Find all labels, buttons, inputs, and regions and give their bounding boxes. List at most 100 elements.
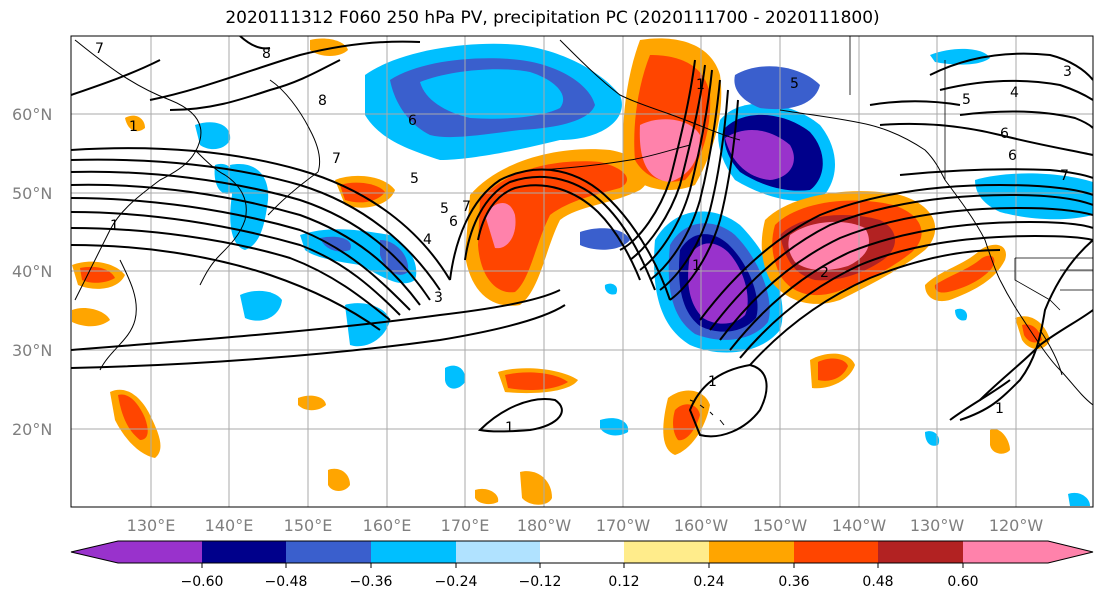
colorbar-tick-label: 0.60 [947, 574, 978, 590]
japan [194, 149, 247, 286]
pv-contours [71, 36, 1093, 438]
contour-label: 1 [129, 119, 138, 135]
contour-label: 6 [1000, 126, 1009, 142]
contour-label: 1 [708, 374, 717, 390]
contour-label: 7 [332, 151, 341, 167]
colorbar-tick-label: 0.24 [693, 574, 724, 590]
colorbar-tick-label: 0.36 [778, 574, 809, 590]
asia-coast-2 [99, 259, 137, 371]
contour-label: 1 [696, 77, 705, 93]
lon-label: 170°E [441, 516, 490, 535]
pos-s6r [934, 255, 995, 293]
neg-gulf-top [734, 66, 820, 110]
pos-w1 [72, 308, 110, 327]
colorbar-segment [202, 541, 286, 563]
neg-s4 [1068, 492, 1090, 506]
contour-label: 5 [790, 76, 799, 92]
lat-label: 60°N [12, 105, 52, 124]
neg-s1 [445, 365, 466, 389]
colorbar-tick-label: −0.24 [435, 574, 478, 590]
contour-label: 3 [1063, 64, 1072, 80]
aleutians [539, 144, 691, 171]
us-coast [999, 279, 1093, 406]
contour-label: 1 [692, 258, 701, 274]
pos-s10 [328, 468, 350, 491]
neg-sw-4 [688, 243, 748, 324]
lon-labels: 130°E 140°E 150°E 160°E 170°E 180°W 170°… [127, 516, 1044, 535]
lat-label: 40°N [12, 262, 52, 281]
contour-label: 7 [95, 41, 104, 57]
contour-label: 5 [410, 171, 419, 187]
contour-label: 5 [962, 92, 971, 108]
lon-label: 140°W [832, 516, 887, 535]
neg-w1 [240, 290, 282, 321]
colorbar-tick-label: −0.36 [350, 574, 393, 590]
pos-central-r [478, 161, 628, 293]
lon-label: 180°W [517, 516, 572, 535]
lon-label: 170°W [596, 516, 651, 535]
pos-j1 [310, 38, 348, 56]
neg-gulf-a3 [725, 129, 794, 180]
colorbar-segment [794, 541, 878, 563]
neg-s5 [955, 308, 968, 321]
pos-central-pink [485, 202, 516, 249]
contour-label: 7 [462, 199, 471, 215]
map-border [70, 35, 1094, 508]
asia-coast [74, 39, 202, 301]
colorbar-segment [963, 541, 1048, 563]
pos-s8 [990, 429, 1010, 454]
contour-label: 5 [440, 201, 449, 217]
colorbar-segment [286, 541, 371, 563]
alaska-coast [559, 39, 741, 141]
pos-j2 [125, 115, 145, 132]
contour-label: 3 [434, 290, 443, 306]
contour-label: 6 [449, 214, 458, 230]
kamchatka [269, 79, 321, 173]
contour-label: 1 [110, 218, 119, 234]
neg-band-north-core [420, 69, 564, 119]
colorbar-tick-label: 0.12 [608, 574, 639, 590]
neg-mid-inner [320, 236, 351, 252]
lon-label: 140°E [205, 516, 254, 535]
colorbar-segment [540, 541, 624, 563]
pos-s4r [673, 404, 700, 441]
neg-s2 [600, 418, 629, 436]
colorbar: −0.60 −0.48 −0.36 −0.24 −0.12 0.12 0.24 … [70, 540, 1094, 590]
lat-label: 30°N [12, 341, 52, 360]
precip-shading [72, 38, 1093, 506]
colorbar-segment [878, 541, 963, 563]
pos-s2r [505, 372, 568, 390]
colorbar-tick-label: 0.48 [862, 574, 893, 590]
pos-s3 [298, 395, 326, 411]
colorbar-segment [371, 541, 456, 563]
neg-w3 [580, 228, 630, 250]
colorbar-tick-label: −0.48 [265, 574, 308, 590]
contour-label: 7 [1060, 168, 1069, 184]
kuril [267, 171, 319, 216]
lon-label: 130°W [910, 516, 965, 535]
lat-label: 50°N [12, 184, 52, 203]
colorbar-segment [71, 541, 118, 563]
lat-labels: 60°N 50°N 40°N 30°N 20°N [12, 105, 52, 439]
neg-s3 [925, 431, 940, 446]
neg-japan-2 [195, 122, 231, 150]
lon-label: 160°W [674, 516, 729, 535]
pos-w2r [340, 182, 385, 203]
contour-label: 6 [408, 113, 417, 129]
contour-label: 1 [995, 401, 1004, 417]
contour-label: 8 [262, 46, 271, 62]
neg-japan-3 [214, 163, 237, 194]
colorbar-segment [1048, 541, 1093, 563]
neg-s6 [604, 283, 618, 295]
alaska-se [779, 109, 946, 181]
colorbar-tick-label: −0.12 [519, 574, 562, 590]
pos-s5r [818, 358, 848, 381]
colorbar-segment [624, 541, 709, 563]
contour-label: 1 [505, 420, 514, 436]
contour-label: 4 [423, 232, 432, 248]
coastlines [74, 39, 1093, 426]
mexico-coast [1039, 329, 1063, 376]
colorbar-outline [70, 540, 1094, 564]
graticule [71, 36, 1093, 507]
map-title: 2020111312 F060 250 hPa PV, precipitatio… [225, 8, 880, 28]
